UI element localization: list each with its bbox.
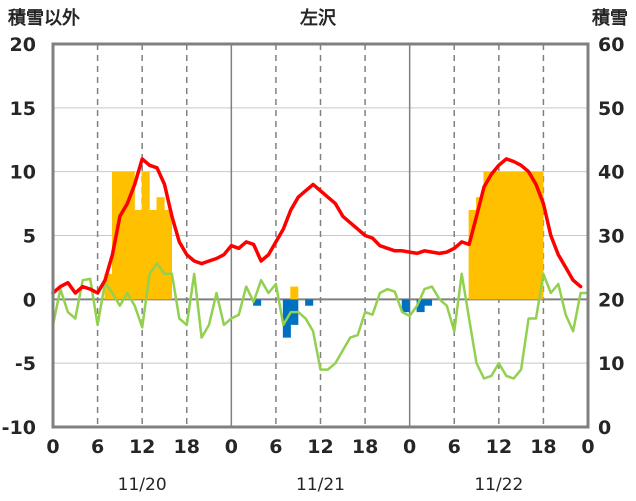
right-tick-label: 60: [598, 34, 624, 56]
x-tick-label: 18: [174, 436, 200, 458]
left-tick-label: -5: [15, 353, 36, 375]
x-tick-label: 6: [91, 436, 104, 458]
right-tick-label: 0: [598, 417, 611, 439]
left-tick-label: 0: [23, 289, 36, 311]
snowfall-bar: [468, 209, 477, 300]
date-label: 11/22: [474, 475, 523, 495]
left-tick-label: 20: [10, 34, 36, 56]
snowfall-bar: [141, 171, 150, 300]
snowfall-bar: [126, 171, 135, 300]
negative-bar: [401, 299, 410, 313]
right-tick-label: 40: [598, 162, 624, 184]
snowfall-bar: [535, 171, 544, 300]
snowfall-bar: [490, 171, 499, 300]
plot-border: [51, 42, 590, 429]
snowfall-bar: [505, 171, 514, 300]
snowfall-bar: [163, 209, 172, 300]
right-tick-label: 50: [598, 98, 624, 120]
snowfall-bar: [134, 209, 143, 300]
x-tick-label: 0: [581, 436, 594, 458]
snowfall-bar: [498, 171, 507, 300]
date-label: 11/20: [118, 475, 167, 495]
right-tick-label: 30: [598, 226, 624, 248]
x-tick-label: 0: [225, 436, 238, 458]
snowfall-bar: [513, 171, 522, 300]
green-series-line: [51, 262, 590, 380]
snowfall-bar: [520, 171, 529, 300]
x-tick-label: 0: [46, 436, 59, 458]
left-tick-label: 15: [10, 98, 36, 120]
x-tick-label: 18: [530, 436, 556, 458]
left-tick-label: 5: [23, 226, 36, 248]
plot-frame: [51, 42, 590, 429]
x-tick-label: 0: [403, 436, 416, 458]
date-label: 11/21: [296, 475, 345, 495]
x-tick-label: 12: [486, 436, 512, 458]
right-tick-label: 10: [598, 353, 624, 375]
x-tick-label: 6: [269, 436, 282, 458]
snowfall-bar: [476, 197, 485, 300]
negative-bar: [253, 299, 262, 306]
left-axis-title: 積雪以外: [7, 7, 80, 29]
negative-bar: [305, 299, 314, 306]
x-tick-label: 6: [448, 436, 461, 458]
snowfall-bar: [119, 171, 128, 300]
snowfall-bar: [156, 197, 165, 300]
snowfall-bar: [528, 171, 537, 300]
snowfall-bar: [483, 171, 492, 300]
snowfall-bar: [290, 286, 299, 300]
negative-bar: [424, 299, 433, 306]
red-series-line: [51, 157, 583, 295]
left-tick-label: 10: [10, 162, 36, 184]
x-tick-label: 12: [129, 436, 155, 458]
left-tick-label: -10: [2, 417, 36, 439]
chart-title: 左沢: [300, 7, 337, 29]
x-tick-label: 12: [307, 436, 333, 458]
right-tick-label: 20: [598, 289, 624, 311]
x-tick-label: 18: [352, 436, 378, 458]
negative-bar: [416, 299, 425, 313]
snowfall-bar: [149, 209, 158, 300]
right-axis-title: 積雪: [591, 7, 628, 29]
